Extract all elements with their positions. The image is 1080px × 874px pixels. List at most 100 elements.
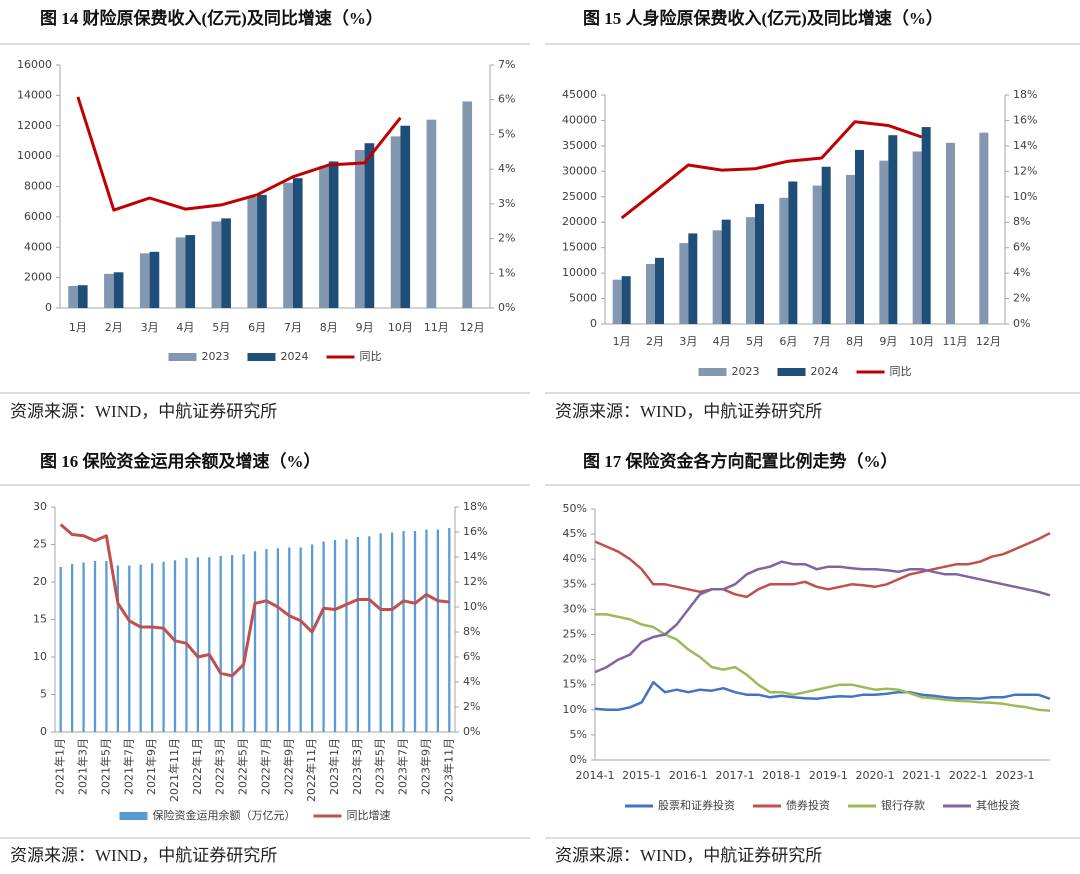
bar <box>196 557 199 732</box>
y2-tick-label: 16% <box>1013 113 1037 126</box>
line-series <box>594 680 1051 712</box>
x-tick-label: 2月 <box>105 321 123 334</box>
x-tick-label: 12月 <box>460 321 485 334</box>
bar <box>390 136 401 308</box>
y-tick-label: 10 <box>33 650 47 663</box>
x-tick-label: 2022年11月 <box>304 738 318 802</box>
y2-tick-label: 10% <box>1013 190 1037 203</box>
bar <box>391 532 394 732</box>
bar <box>175 237 186 308</box>
bar <box>462 101 473 308</box>
legend-swatch <box>777 368 806 376</box>
bar <box>646 263 655 324</box>
x-tick-label: 2月 <box>646 335 664 348</box>
bar <box>354 150 365 308</box>
bar <box>755 203 764 324</box>
bar <box>283 182 293 308</box>
bar <box>221 218 231 308</box>
line-series <box>595 613 1051 713</box>
bar <box>612 279 622 324</box>
bar <box>721 219 731 324</box>
legend-label: 同比 <box>890 365 912 378</box>
legend: 2023 2024 同比 <box>168 350 382 363</box>
y-tick-label: 5% <box>570 728 587 741</box>
bar <box>104 273 114 308</box>
bar <box>319 165 329 308</box>
legend-label: 2023 <box>732 365 760 378</box>
x-tick-label: 2023年3月 <box>350 738 364 795</box>
x-tick-label: 4月 <box>713 335 731 348</box>
x-tick-label: 7月 <box>284 321 302 334</box>
y2-tick-label: 10% <box>463 600 487 613</box>
x-tick-label: 1月 <box>69 321 87 334</box>
y-tick-label: 20000 <box>562 215 597 228</box>
y-tick-label: 45000 <box>562 88 597 101</box>
bar <box>425 529 428 732</box>
bar <box>688 233 698 324</box>
bar <box>265 549 268 732</box>
legend-swatch <box>168 353 197 361</box>
x-tick-label: 2015-1 <box>622 769 661 782</box>
bar <box>746 217 755 324</box>
x-tick-label: 12月 <box>976 335 1001 348</box>
chart-title: 图 16 保险资金运用余额及增速（%） <box>40 451 321 471</box>
bar <box>231 555 234 732</box>
y-tick-label: 6000 <box>24 210 52 223</box>
bar <box>821 166 831 324</box>
x-tick-label: 2022年1月 <box>190 738 204 795</box>
y2-tick-label: 14% <box>463 550 487 563</box>
y-tick-label: 15000 <box>562 241 597 254</box>
x-tick-label: 2023年11月 <box>441 738 455 802</box>
bar <box>779 197 789 324</box>
x-tick-label: 2022年5月 <box>236 738 250 795</box>
legend-label: 其他投资 <box>976 798 1020 812</box>
bar <box>93 561 97 732</box>
bar <box>311 544 314 732</box>
bar <box>113 272 124 308</box>
x-tick-label: 2023年7月 <box>396 738 410 795</box>
x-tick-label: 2023-1 <box>996 769 1035 782</box>
y2-tick-label: 8% <box>463 625 480 638</box>
bar <box>242 554 245 732</box>
bar <box>292 178 303 308</box>
bar <box>71 564 74 732</box>
x-tick-label: 2021年5月 <box>98 738 112 795</box>
line-series <box>76 96 402 212</box>
bar <box>82 562 85 732</box>
y2-tick-label: 4% <box>498 162 515 175</box>
source-note: 资源来源：WIND，中航证券研究所 <box>555 402 822 421</box>
x-tick-label: 1月 <box>613 335 631 348</box>
y-tick-label: 35% <box>563 577 587 590</box>
y2-tick-label: 7% <box>498 58 515 71</box>
y-tick-label: 45% <box>563 527 587 540</box>
bar <box>655 257 664 324</box>
legend: 股票和证券投资 债券投资 银行存款 其他投资 <box>625 798 1020 812</box>
bar <box>855 149 864 324</box>
bar <box>219 555 222 732</box>
x-tick-label: 2023年9月 <box>418 738 432 795</box>
x-tick-label: 2022年9月 <box>281 738 295 795</box>
y2-tick-label: 6% <box>498 93 515 106</box>
bar <box>128 565 131 732</box>
line-series <box>620 120 923 220</box>
x-tick-label: 2021年7月 <box>121 738 135 795</box>
chart-title: 图 15 人身险原保费收入(亿元)及同比增速（%） <box>583 8 943 28</box>
bar <box>436 529 439 732</box>
y-tick-label: 30 <box>33 500 47 513</box>
legend-label: 保险资金运用余额（万亿元） <box>153 808 296 822</box>
bar <box>299 547 302 732</box>
y2-tick-label: 2% <box>1013 292 1030 305</box>
y-tick-label: 50% <box>563 502 587 515</box>
legend-label: 股票和证券投资 <box>658 798 735 812</box>
bar <box>402 531 405 732</box>
x-tick-label: 2023年5月 <box>373 738 387 795</box>
y-tick-label: 14000 <box>17 88 52 101</box>
bar <box>368 536 371 732</box>
bar <box>328 161 339 308</box>
y-tick-label: 0% <box>570 753 587 766</box>
line-series <box>594 560 1051 674</box>
bar <box>173 560 177 732</box>
bar <box>679 243 689 324</box>
x-tick-label: 2021年9月 <box>144 738 158 795</box>
